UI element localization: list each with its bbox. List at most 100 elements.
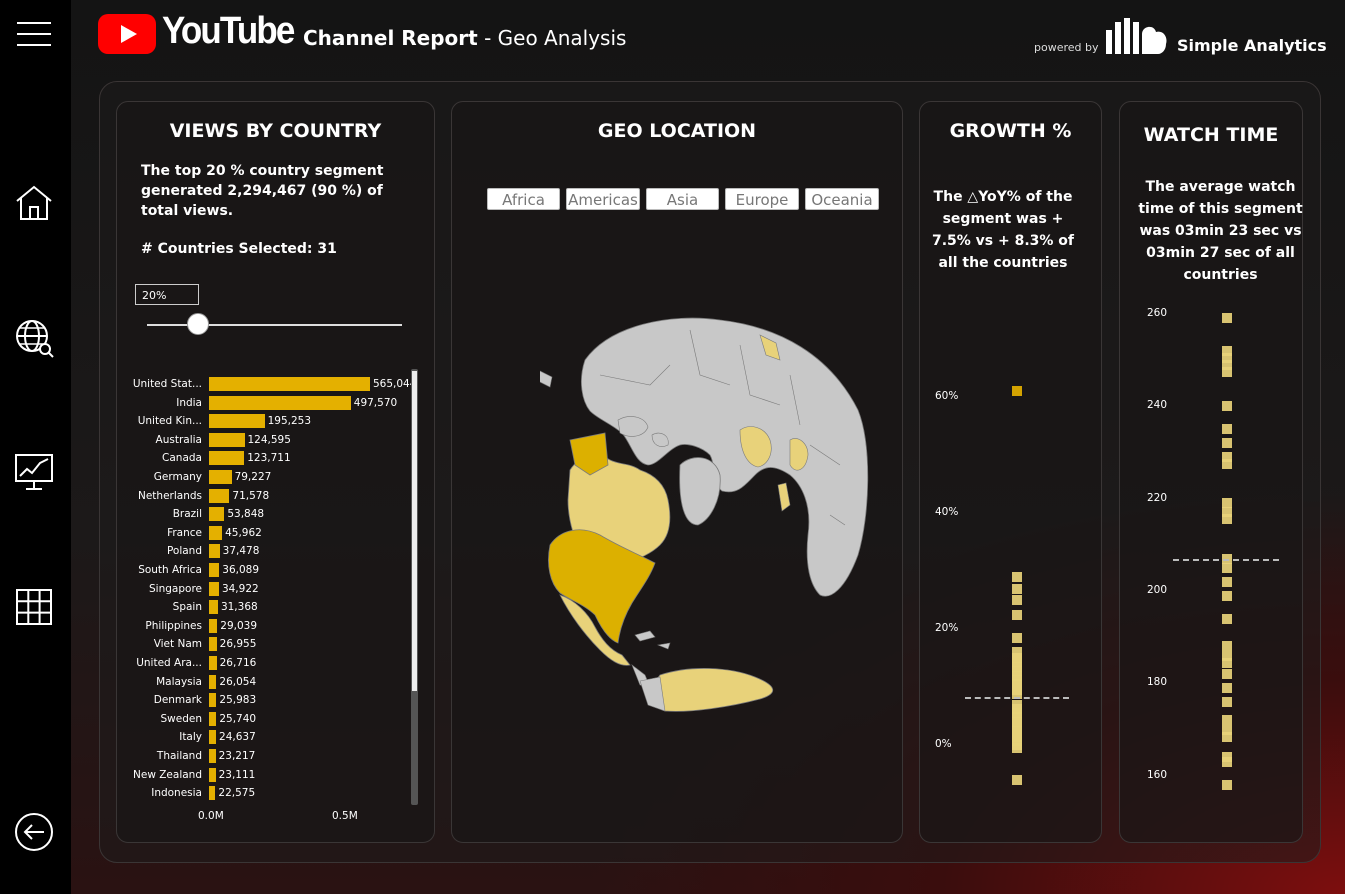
bar[interactable] [209,563,220,577]
scatter-point[interactable] [1222,401,1232,412]
scatter-point[interactable] [1222,650,1232,661]
bar[interactable] [209,656,217,670]
y-axis-tick: 60% [935,389,959,402]
scatter-point[interactable] [1222,424,1232,435]
views-by-country-panel: VIEWS BY COUNTRY [116,101,435,843]
bar[interactable] [209,600,218,615]
region-filter-europe[interactable]: Europe [725,188,799,210]
scatter-point[interactable] [1012,725,1022,736]
scatter-point[interactable] [1222,562,1232,573]
scatter-point[interactable] [1012,689,1022,700]
y-axis-tick: 200 [1147,584,1168,596]
bar[interactable] [209,749,216,763]
bar-chart-scroll-thumb[interactable] [412,371,417,691]
scatter-point[interactable] [1012,743,1022,754]
scatter-point[interactable] [1012,386,1022,397]
region-filter-oceania[interactable]: Oceania [805,188,879,210]
globe-map[interactable] [540,315,870,715]
growth-panel: GROWTH % [919,101,1102,843]
bar[interactable] [209,525,223,540]
sidebar [0,0,71,894]
slider-value-input[interactable]: 20% [135,284,199,305]
globe-search-icon[interactable] [14,318,54,358]
scatter-point[interactable] [1012,571,1022,582]
region-filter-asia[interactable]: Asia [646,188,719,210]
bar[interactable] [209,432,245,447]
scatter-point[interactable] [1222,613,1232,624]
scatter-point[interactable] [1222,366,1232,377]
region-filter-americas[interactable]: Americas [566,188,640,210]
bar[interactable] [209,711,217,726]
scatter-point[interactable] [1222,313,1232,324]
bar[interactable] [209,674,217,689]
scatter-point[interactable] [1012,583,1022,594]
bar[interactable] [209,507,225,522]
bar[interactable] [209,414,265,429]
bar[interactable] [209,693,217,708]
y-axis-tick: 40% [935,506,959,518]
scatter-point[interactable] [1222,352,1232,363]
bar[interactable] [209,730,217,745]
home-icon[interactable] [14,183,54,223]
bar[interactable] [209,488,230,503]
bar-category-label: Brazil [172,508,202,521]
scatter-point[interactable] [1222,641,1232,652]
bar-value-label: 124,595 [247,433,291,446]
bar-value-label: 26,955 [219,638,257,651]
y-axis-tick: 0% [935,738,952,751]
bar-value-label: 45,962 [225,526,262,539]
scatter-point[interactable] [1222,756,1232,767]
countries-selected-text: # Countries Selected: 31 [141,241,337,257]
segment-slider-thumb[interactable] [187,313,209,335]
bar-category-label: New Zealand [133,768,202,781]
scatter-point[interactable] [1222,669,1232,680]
scatter-point[interactable] [1222,507,1232,518]
bar[interactable] [209,767,216,782]
scatter-point[interactable] [1222,731,1232,742]
bar[interactable] [209,395,351,410]
scatter-point[interactable] [1222,452,1232,463]
region-filter-africa[interactable]: Africa [487,188,560,210]
segment-slider-track[interactable] [147,324,402,326]
bar-value-label: 79,227 [234,471,272,483]
bar-value-label: 71,578 [232,489,270,502]
scatter-point[interactable] [1222,780,1232,790]
bar-category-label: Philippines [145,619,202,632]
scatter-point[interactable] [1012,595,1022,606]
bar[interactable] [209,377,370,391]
bar[interactable] [209,637,217,652]
chart-monitor-icon[interactable] [14,452,54,492]
scatter-point[interactable] [1222,576,1232,587]
scatter-point[interactable] [1012,647,1022,658]
bar[interactable] [209,470,232,484]
bar-category-label: Indonesia [151,787,202,800]
menu-icon[interactable] [14,14,54,54]
scatter-point[interactable] [1222,514,1232,525]
back-arrow-icon[interactable] [14,812,54,852]
bar[interactable] [209,786,216,801]
scatter-point[interactable] [1222,683,1232,693]
map-greenland [679,457,721,526]
scatter-point[interactable] [1222,715,1232,726]
bar-value-label: 31,368 [220,601,258,614]
bar[interactable] [209,581,219,596]
scatter-point[interactable] [1222,498,1232,509]
scatter-point[interactable] [1012,632,1022,643]
growth-summary-text: The △YoY% of the segment was + 7.5% vs +… [931,189,1075,271]
scatter-point[interactable] [1012,679,1022,690]
scatter-point[interactable] [1012,775,1022,786]
scatter-point[interactable] [1222,345,1232,356]
scatter-point[interactable] [1222,657,1232,668]
bar[interactable] [209,618,218,633]
bar[interactable] [209,451,245,466]
scatter-point[interactable] [1222,696,1232,707]
bar[interactable] [209,544,220,559]
scatter-point[interactable] [1222,438,1232,449]
scatter-point[interactable] [1012,609,1022,620]
scatter-point[interactable] [1222,359,1232,370]
scatter-point[interactable] [1222,724,1232,735]
scatter-point[interactable] [1222,458,1232,469]
scatter-point[interactable] [1222,590,1232,601]
grid-icon[interactable] [14,587,54,627]
average-reference-line [1173,558,1279,561]
